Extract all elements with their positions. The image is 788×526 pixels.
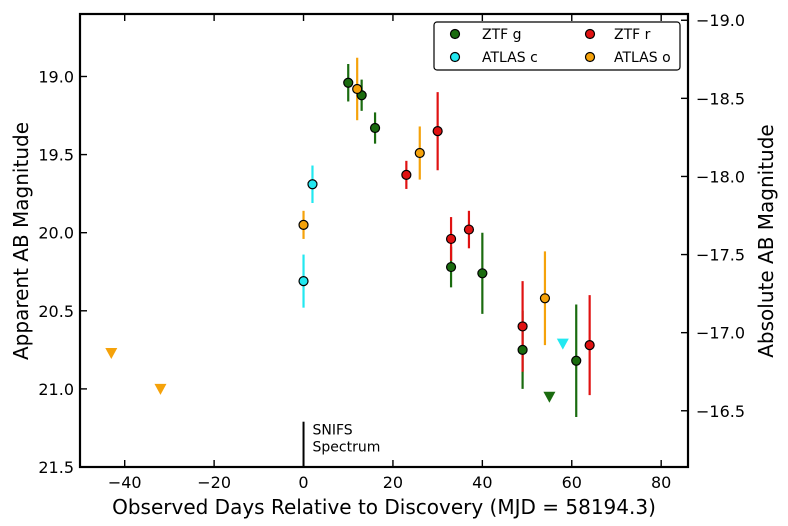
legend-label-atlas-c: ATLAS c <box>482 50 538 66</box>
plot-area: −40 −20 0 20 40 60 80 19.0 19.5 20.0 20.5 21.0 21.5 −… <box>38 11 745 492</box>
data-point-ztf-r <box>517 321 528 332</box>
data-point-atlas-c <box>298 276 309 287</box>
x-axis-label: Observed Days Relative to Discovery (MJD… <box>112 495 656 519</box>
x-tick-label: −40 <box>108 473 142 492</box>
y-tick-label: 20.5 <box>38 302 74 321</box>
annotation-label-line2: Spectrum <box>313 440 381 456</box>
y-right-tick-label: −17.0 <box>696 324 745 343</box>
upper-limit-atlas-o <box>105 347 118 359</box>
y-axis-label-left: Apparent AB Magnitude <box>9 122 33 360</box>
data-point-atlas-o <box>539 293 551 304</box>
x-tick-label: 0 <box>298 473 308 492</box>
x-tick-label: 20 <box>383 473 403 492</box>
legend-box <box>433 21 681 71</box>
legend-label-atlas-o: ATLAS o <box>614 50 671 66</box>
y-tick-label: 19.5 <box>38 146 74 165</box>
data-point-ztf-g <box>571 355 582 366</box>
data-point-atlas-o <box>352 83 363 95</box>
y-right-tick-label: −17.5 <box>696 246 745 265</box>
annotation-label-line1: SNIFS <box>313 423 353 439</box>
y-right-tick-label: −19.0 <box>696 11 745 30</box>
y-tick-label: 21.0 <box>38 380 74 399</box>
upper-limit-atlas-o <box>154 383 167 395</box>
y-tick-label: 20.0 <box>38 224 74 243</box>
y-tick-label: 21.5 <box>38 458 74 477</box>
legend-marker-ztf-g <box>449 28 461 40</box>
data-point-ztf-r <box>432 126 443 137</box>
data-point-ztf-g <box>445 261 457 273</box>
data-point-ztf-r <box>463 224 475 235</box>
data-point-ztf-g <box>369 122 381 134</box>
y-right-tick-label: −18.0 <box>696 167 745 186</box>
y-axis-label-right: Absolute AB Magnitude <box>754 124 778 358</box>
x-tick-label: 40 <box>472 473 492 492</box>
legend: ZTF g ATLAS c ZTF r ATLAS o <box>433 21 681 71</box>
y-right-tick-label: −18.5 <box>696 89 745 108</box>
data-point-ztf-g <box>343 77 354 88</box>
x-tick-label: −20 <box>197 473 231 492</box>
data-point-atlas-o <box>414 147 425 159</box>
data-point-ztf-g <box>517 344 528 355</box>
y-tick-label: 19.0 <box>38 67 74 86</box>
data-point-atlas-o <box>298 219 309 230</box>
upper-limit-atlas-c <box>556 338 569 350</box>
legend-marker-ztf-r <box>584 28 596 40</box>
legend-label-ztf-g: ZTF g <box>482 27 522 43</box>
data-point-ztf-r <box>445 233 457 245</box>
legend-marker-atlas-c <box>449 51 461 63</box>
data-point-ztf-r <box>401 169 412 180</box>
x-tick-label: 60 <box>562 473 582 492</box>
y-right-tick-label: −16.5 <box>696 402 745 421</box>
data-point-ztf-g <box>477 268 488 279</box>
legend-marker-atlas-o <box>584 51 596 63</box>
upper-limit-ztf-g <box>543 391 556 403</box>
x-tick-label: 80 <box>651 473 671 492</box>
data-point-ztf-r <box>584 340 595 351</box>
data-point-atlas-c <box>307 179 318 190</box>
legend-label-ztf-r: ZTF r <box>614 27 651 43</box>
plot-frame <box>78 12 690 469</box>
